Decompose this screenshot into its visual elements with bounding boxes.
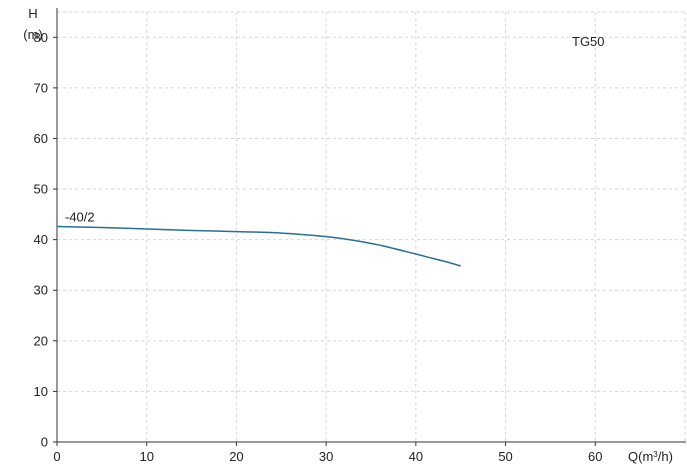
grid [57,11,686,442]
y-tick-label: 80 [34,30,48,45]
x-axis-label-tail: /h) [658,449,673,464]
series-line-40-2 [56,225,461,267]
x-tick-label: 10 [139,449,153,464]
x-tick-label: 20 [229,449,243,464]
axes [56,8,686,443]
y-axis-label-line1: H [28,6,37,21]
series: -40/2 [56,209,461,267]
chart-title: TG50 [572,34,605,49]
y-tick-label: 50 [34,182,48,197]
y-tick-label: 20 [34,333,48,348]
y-axis-label-line2: (m) [23,27,43,42]
y-tick-label: 10 [34,384,48,399]
x-tick-label: 40 [409,449,423,464]
x-tick-label: 60 [588,449,602,464]
tick-labels: 0 10 20 30 40 50 60 70 80 0 10 20 30 40 50 60 [34,30,603,464]
x-tick-label: 30 [319,449,333,464]
y-tick-label: 40 [34,232,48,247]
series-label: -40/2 [65,209,95,224]
x-axis-label-superscript: 3 [653,450,658,459]
y-tick-label: 30 [34,283,48,298]
x-tick-label: 50 [498,449,512,464]
x-tick-label: 0 [53,449,60,464]
x-axis-label: Q(m3/h) [628,449,673,464]
y-tick-label: 70 [34,80,48,95]
x-axis-label-main: Q(m [628,449,653,464]
y-tick-label: 60 [34,131,48,146]
y-tick-label: 0 [41,435,48,450]
